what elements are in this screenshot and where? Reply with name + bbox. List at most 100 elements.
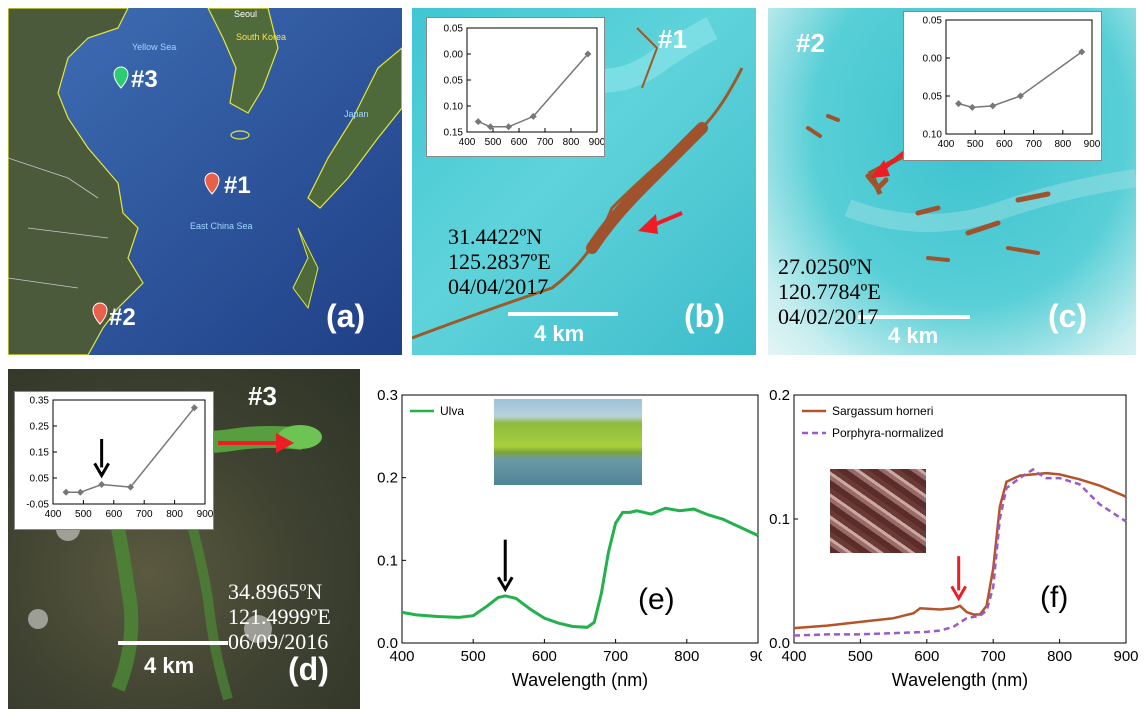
x-tick-label: 400: [459, 137, 476, 148]
x-tick-label: 500: [461, 648, 486, 665]
inset-b-plot: 400 500 600 700 800 900 0.15 0.10 0.05 0.00 0.05: [444, 23, 606, 148]
site-pin-2: [92, 302, 108, 325]
y-tick-label: -0.05: [26, 499, 49, 510]
map-label-south-korea: South Korea: [236, 32, 287, 42]
data-point: [1078, 48, 1086, 56]
data-point: [62, 488, 70, 496]
ulva-photo: [494, 399, 642, 485]
coords-b: 31.4422ºN 125.2837ºE 04/04/2017: [448, 224, 551, 299]
plot-frame: [401, 394, 759, 644]
x-tick-label: 900: [197, 509, 213, 520]
inset-d-plot: 400 500 600 700 800 900 0.35 0.25 0.15 0.05 -0.05: [26, 395, 214, 520]
y-tick-label: 0.00: [444, 49, 464, 60]
series-line: [401, 506, 759, 629]
y-tick-label: 0.15: [444, 127, 464, 138]
panel-a-map: Seoul South Korea Yellow Sea Japan East …: [8, 8, 402, 355]
y-tick-label: 0.05: [923, 15, 943, 26]
series-line: [793, 467, 1127, 637]
y-tick-label: 0.1: [377, 552, 398, 569]
data-point: [98, 481, 106, 488]
site-label-3: #3: [131, 66, 158, 93]
x-tick-label: 700: [603, 648, 628, 665]
x-axis-label: Wavelength (nm): [892, 670, 1028, 690]
panel-label-d: (d): [288, 651, 329, 687]
x-tick-label: 400: [389, 648, 414, 665]
chart-f-plot: 400 500 600 700 800 900 0.0 0.1 0.2 Wavelength (n…: [769, 387, 1138, 690]
x-tick-label: 400: [938, 139, 955, 150]
panel-label-c: (c): [1048, 298, 1088, 334]
panel-label-a: (a): [326, 298, 366, 334]
chart-f-arrow-head: [950, 585, 967, 602]
y-tick-label: 0.0: [769, 635, 790, 652]
y-tick-label: 0.25: [30, 421, 50, 432]
sargassum-photo: [830, 469, 926, 553]
data-point: [190, 404, 198, 412]
x-tick-label: 700: [981, 648, 1006, 665]
panel-label-b: (b): [684, 298, 725, 334]
y-tick-label: 0.35: [30, 395, 50, 406]
y-tick-label: 0.3: [377, 387, 398, 404]
site-label-c: #2: [796, 28, 825, 58]
algae-slick-c: [806, 114, 1136, 319]
x-tick-label: 900: [1084, 139, 1101, 150]
scale-label-d: 4 km: [144, 653, 195, 678]
x-tick-label: 600: [532, 648, 557, 665]
data-point: [486, 123, 494, 131]
x-tick-label: 500: [75, 509, 92, 520]
plot-frame: [945, 19, 1093, 135]
x-tick-label: 90: [750, 648, 762, 665]
x-tick-label: 500: [485, 137, 502, 148]
site-markers: [92, 66, 220, 325]
y-tick-label: 0.00: [923, 53, 943, 64]
x-tick-label: 700: [136, 509, 153, 520]
x-tick-label: 400: [45, 509, 62, 520]
x-tick-label: 500: [967, 139, 984, 150]
data-point: [127, 483, 135, 491]
y-tick-label: 0.10: [923, 129, 943, 140]
x-tick-label: 600: [996, 139, 1013, 150]
y-tick-label: 0.05: [923, 91, 943, 102]
chart-e-plot: 400 500 600 700 800 90 0.0 0.1 0.2 0.3 Wavelength …: [377, 387, 762, 690]
x-tick-label: 900: [1113, 648, 1138, 665]
data-point: [1016, 92, 1024, 100]
site-pin-3: [113, 66, 129, 89]
site-label-b: #1: [658, 24, 687, 54]
x-tick-label: 800: [1054, 139, 1071, 150]
map-image: [8, 8, 402, 355]
x-tick-label: 700: [537, 137, 554, 148]
panel-label-e: (e): [638, 583, 675, 616]
x-tick-label: 800: [563, 137, 580, 148]
x-tick-label: 600: [914, 648, 939, 665]
site-label-d: #3: [248, 381, 277, 411]
x-tick-label: 600: [511, 137, 528, 148]
legend-label: Porphyra-normalized: [832, 426, 943, 440]
legend-label: Sargassum horneri: [832, 404, 933, 418]
map-label-japan: Japan: [344, 109, 369, 119]
site-label-1: #1: [224, 172, 251, 199]
y-tick-label: 0.2: [769, 387, 790, 404]
inset-chart-d: 400 500 600 700 800 900 0.35 0.25 0.15 0.05 -0.05: [14, 391, 214, 530]
inset-c-plot: 400 500 600 700 800 900 0.10 0.05 0.00 0.05: [923, 15, 1101, 150]
legend-label: Ulva: [440, 404, 464, 418]
data-point: [584, 50, 592, 58]
data-point: [955, 100, 963, 108]
panel-e-chart: 400 500 600 700 800 90 0.0 0.1 0.2 0.3 Wavelength …: [362, 375, 762, 715]
panel-f-chart: 400 500 600 700 800 900 0.0 0.1 0.2 Wavelength (n…: [748, 375, 1144, 715]
coords-c: 27.0250ºN 120.7784ºE 04/02/2017: [778, 254, 881, 329]
y-tick-label: 0.1: [769, 511, 790, 528]
inset-chart-b: 400 500 600 700 800 900 0.15 0.10 0.05 0.00 0.05: [426, 17, 606, 157]
x-tick-label: 800: [674, 648, 699, 665]
site-label-2: #2: [109, 304, 136, 331]
map-label-seoul: Seoul: [234, 9, 258, 19]
x-tick-label: 900: [589, 137, 604, 148]
data-point: [505, 123, 513, 131]
x-tick-label: 800: [1047, 648, 1072, 665]
inset-chart-c: 400 500 600 700 800 900 0.10 0.05 0.00 0.05: [903, 11, 1102, 161]
x-tick-label: 700: [1025, 139, 1042, 150]
data-point: [968, 103, 976, 111]
x-tick-label: 400: [781, 648, 806, 665]
inset-d-arrow-head: [93, 462, 110, 479]
data-point: [474, 118, 482, 126]
data-point: [76, 488, 84, 496]
scale-label-b: 4 km: [534, 321, 585, 346]
